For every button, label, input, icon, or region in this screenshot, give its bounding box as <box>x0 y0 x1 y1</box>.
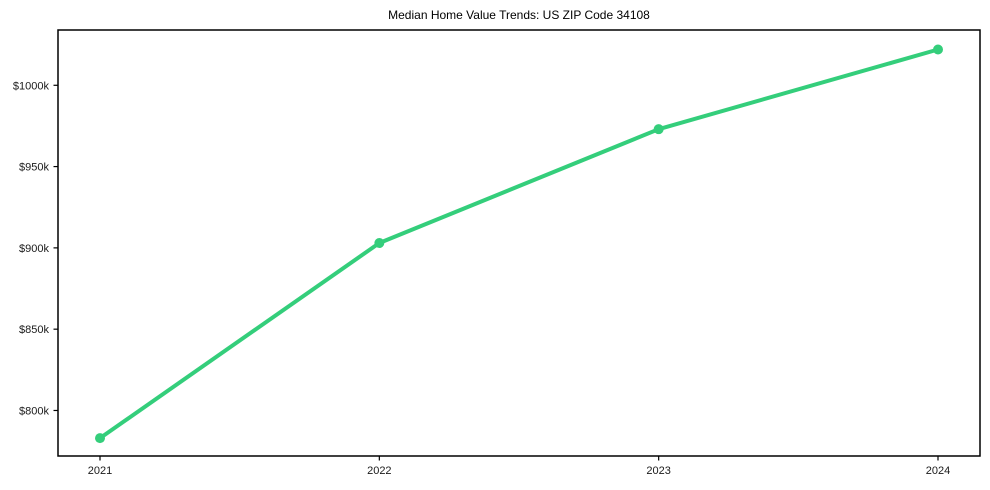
data-point-marker <box>653 124 664 135</box>
y-tick-label: $900k <box>19 243 49 255</box>
x-tick-label: 2022 <box>367 465 391 477</box>
chart-title: Median Home Value Trends: US ZIP Code 34… <box>388 8 650 22</box>
y-tick-label: $1000k <box>13 80 50 92</box>
data-point-marker <box>95 433 105 444</box>
x-tick-label: 2023 <box>646 465 670 477</box>
trend-line <box>98 47 940 441</box>
y-tick-label: $850k <box>19 324 49 336</box>
y-tick-label: $950k <box>19 162 49 174</box>
plot-border <box>57 29 981 457</box>
x-tick-label: 2024 <box>926 465 950 477</box>
x-tick-label: 2021 <box>88 465 112 477</box>
data-point-marker <box>374 238 385 248</box>
data-point-marker <box>933 44 943 55</box>
y-tick-label: $800k <box>19 405 49 417</box>
